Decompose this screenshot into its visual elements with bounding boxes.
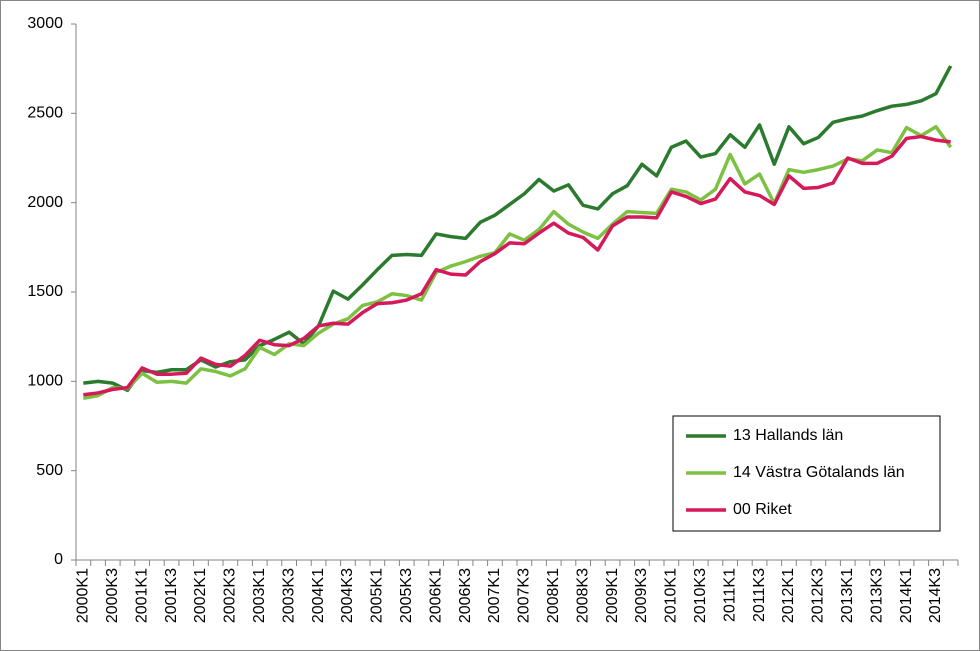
y-tick-label: 500 [36,462,63,479]
x-tick-label: 2003K1 [251,568,268,623]
x-tick-label: 2005K3 [398,568,415,623]
x-tick-label: 2003K3 [280,568,297,623]
x-tick-label: 2008K3 [574,568,591,623]
x-tick-label: 2001K1 [133,568,150,623]
x-tick-label: 2014K1 [898,568,915,623]
legend-label: 14 Västra Götalands län [733,464,905,481]
x-tick-label: 2000K1 [75,568,92,623]
x-tick-label: 2010K3 [692,568,709,623]
legend: 13 Hallands län 14 Västra Götalands län 00… [672,415,941,532]
legend-label: 00 Riket [733,501,792,518]
x-tick-label: 2012K3 [810,568,827,623]
x-tick-label: 2000K3 [104,568,121,623]
data-line [83,65,953,393]
x-tick-label: 2013K3 [868,568,885,623]
x-tick-label: 2006K3 [457,568,474,623]
x-tick-label: 2007K3 [516,568,533,623]
y-tick-label: 1000 [27,373,63,390]
y-tick-label: 0 [54,551,63,568]
x-tick-label: 2002K1 [192,568,209,623]
x-tick-label: 2009K3 [633,568,650,623]
x-tick-label: 2008K1 [545,568,562,623]
x-tick-label: 2011K3 [751,568,768,622]
x-tick-label: 2010K1 [663,568,680,623]
data-line [83,124,953,401]
y-tick-label: 2000 [27,194,63,211]
x-tick-label: 2001K3 [163,568,180,623]
x-tick-label: 2002K3 [222,568,239,623]
x-tick-label: 2009K1 [604,568,621,623]
x-tick-label: 2011K1 [721,568,738,622]
data-line [83,134,951,397]
x-tick-label: 2012K1 [780,568,797,623]
x-tick-label: 2014K3 [927,568,944,623]
legend-label: 13 Hallands län [733,427,843,444]
x-tick-label: 2005K1 [369,568,386,623]
x-tick-label: 2013K1 [839,568,856,623]
x-tick-label: 2004K1 [310,568,327,623]
x-tick-label: 2007K1 [486,568,503,623]
y-tick-label: 2500 [27,105,63,122]
y-tick-label: 1500 [27,283,63,300]
x-tick-label: 2006K1 [427,568,444,623]
y-tick-label: 3000 [27,15,63,32]
x-tick-label: 2004K3 [339,568,356,623]
